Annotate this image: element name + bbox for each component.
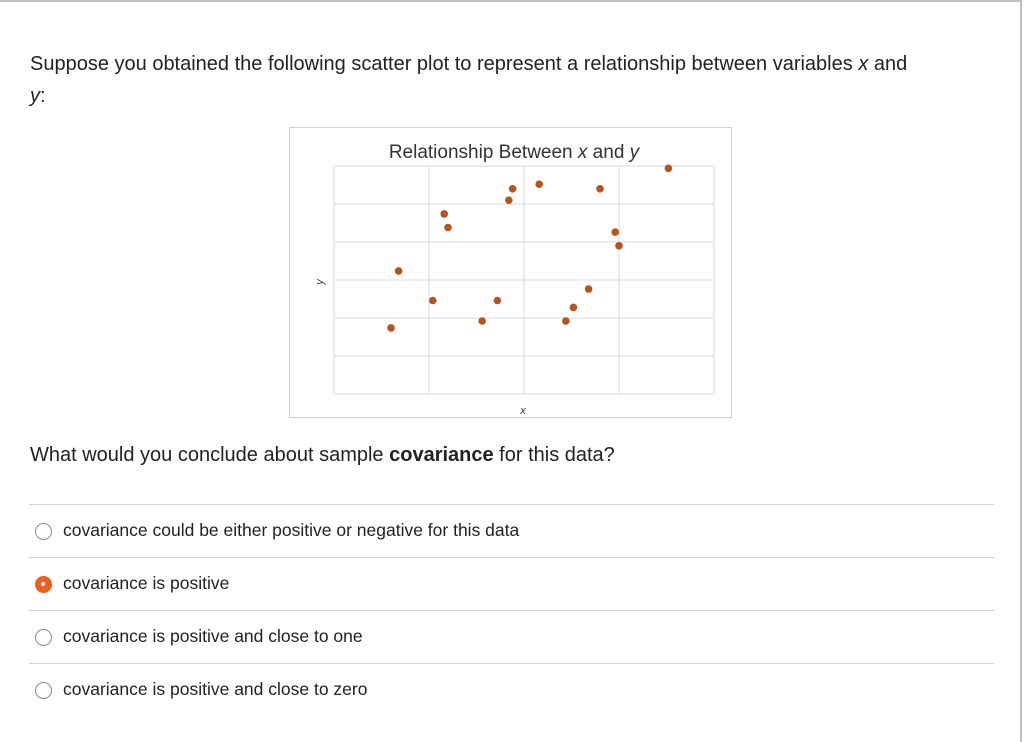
scatter-point [562, 317, 570, 325]
prompt-text-part: What would you conclude about sample [30, 444, 390, 466]
answer-option-label: covariance could be either positive or n… [63, 520, 520, 540]
answer-option[interactable]: covariance could be either positive or n… [29, 504, 994, 557]
radio-button[interactable] [35, 629, 52, 646]
scatter-chart-svg: Relationship Between x and y x y [314, 142, 715, 417]
radio-button[interactable] [35, 576, 52, 593]
question-text-part: Suppose you obtained the following scatt… [30, 53, 859, 75]
scatter-point [615, 242, 623, 250]
answer-option[interactable]: covariance is positive and close to zero [29, 663, 994, 716]
scatter-point [429, 296, 437, 305]
question-text: Suppose you obtained the following scatt… [30, 48, 1000, 112]
answer-option-label: covariance is positive [63, 573, 230, 593]
scatter-chart: Relationship Between x and y x y [289, 127, 732, 418]
scatter-point [611, 228, 619, 236]
scatter-point [535, 180, 543, 188]
chart-grid [333, 165, 715, 395]
answer-option[interactable]: covariance is positive [29, 557, 994, 610]
answer-option[interactable]: covariance is positive and close to one [29, 610, 994, 663]
scatter-point [505, 196, 513, 204]
scatter-point [596, 185, 604, 193]
scatter-point [478, 317, 486, 325]
answer-option-label: covariance is positive and close to one [63, 626, 363, 646]
question-text-part: and [868, 53, 908, 75]
prompt-text-part: for this data? [493, 444, 615, 466]
chart-points [387, 164, 673, 332]
scatter-point [387, 324, 395, 332]
scatter-point [493, 296, 502, 305]
radio-button[interactable] [35, 682, 52, 699]
radio-button[interactable] [35, 523, 52, 540]
scatter-point [664, 164, 673, 173]
prompt-text: What would you conclude about sample cov… [30, 440, 615, 470]
scatter-point [569, 303, 578, 312]
answer-options: covariance could be either positive or n… [29, 504, 994, 716]
scatter-point [444, 223, 452, 232]
scatter-point [440, 210, 448, 218]
variable-x: x [858, 53, 869, 75]
chart-title: Relationship Between x and y [389, 142, 641, 163]
x-axis-label: x [519, 405, 526, 417]
scatter-point [584, 285, 593, 293]
scatter-point [508, 185, 517, 193]
variable-y: y [30, 85, 40, 107]
question-text-part: : [40, 85, 46, 107]
y-axis-label: y [314, 278, 326, 286]
prompt-bold-term: covariance [389, 444, 494, 466]
scatter-point [394, 267, 403, 275]
answer-option-label: covariance is positive and close to zero [63, 679, 368, 699]
